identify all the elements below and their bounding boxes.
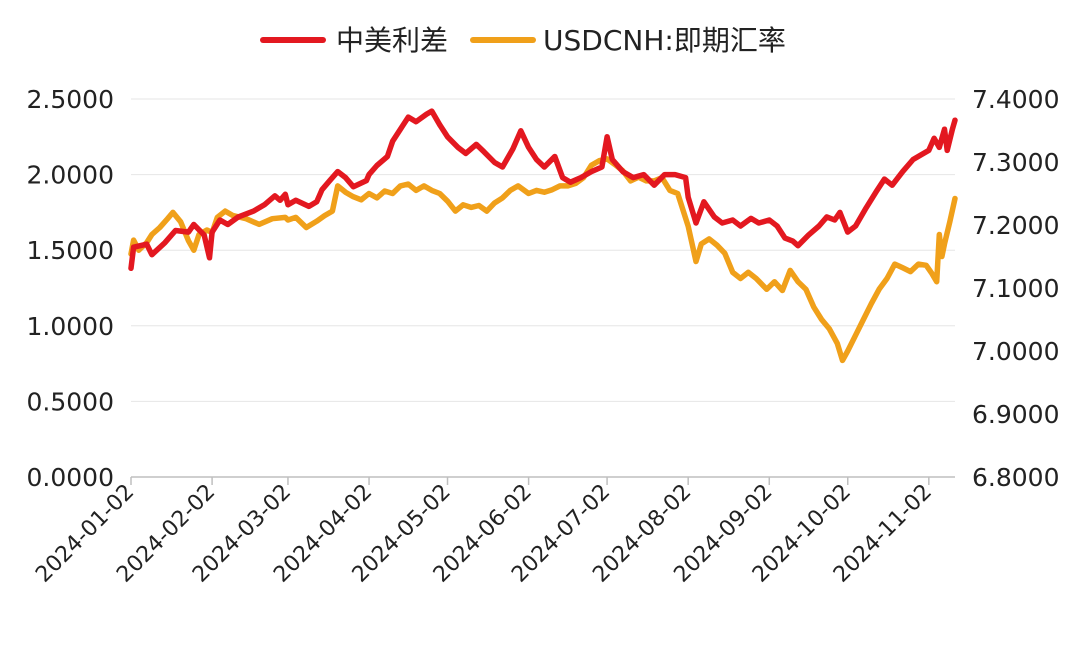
y-right-tick-label: 6.9000 [972, 400, 1059, 429]
series-lines [128, 108, 958, 364]
y-right-tick-label: 7.3000 [972, 148, 1059, 177]
y-left-tick-label: 2.5000 [27, 85, 114, 114]
series-line-usdcnh [128, 156, 958, 364]
legend-label-spread: 中美利差 [336, 24, 448, 57]
y-left-tick-label: 1.5000 [27, 236, 114, 265]
y-right-tick-label: 7.4000 [972, 85, 1059, 114]
y-right-tick-label: 7.0000 [972, 337, 1059, 366]
y-right-tick-label: 6.8000 [972, 463, 1059, 492]
y-right-tick-label: 7.1000 [972, 274, 1059, 303]
legend: 中美利差 USDCNH:即期汇率 [260, 24, 786, 57]
legend-label-usdcnh: USDCNH:即期汇率 [543, 24, 786, 57]
legend-item-usdcnh: USDCNH:即期汇率 [470, 24, 786, 57]
y-left-tick-label: 0.0000 [27, 463, 114, 492]
y-right-tick-label: 7.2000 [972, 211, 1059, 240]
y-left-tick-label: 0.5000 [27, 387, 114, 416]
series-line-spread [128, 108, 958, 272]
y-left-tick-label: 1.0000 [27, 312, 114, 341]
axes: 0.0000 0.5000 1.0000 1.5000 2.0000 2.5000 6.80… [27, 85, 1060, 588]
y-left-tick-label: 2.0000 [27, 161, 114, 190]
legend-item-spread: 中美利差 [260, 24, 448, 57]
grid-lines [131, 98, 955, 402]
